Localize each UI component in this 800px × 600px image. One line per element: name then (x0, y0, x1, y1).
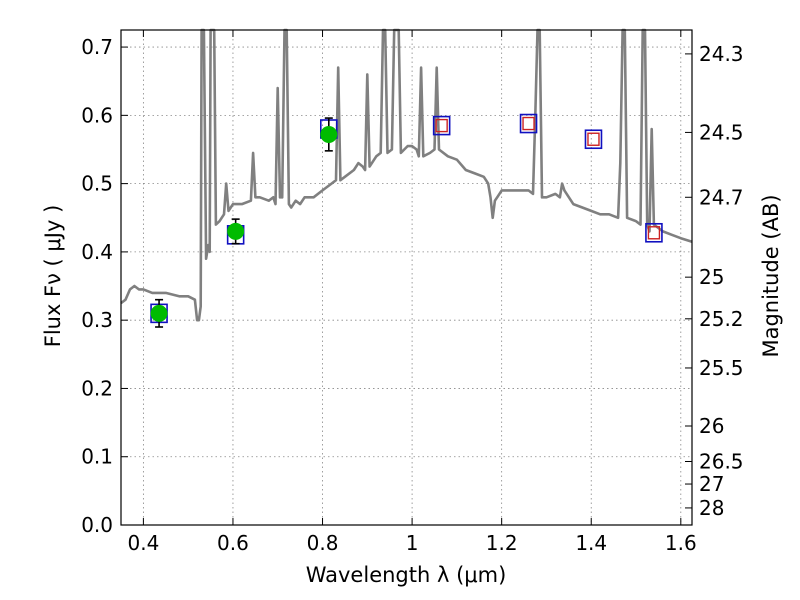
model-photometry-box (519, 113, 538, 134)
model-photometry-box (432, 115, 451, 136)
ticks-layer: 0.4 0.6 0.8 1 1.2 1.4 1.6 0.0 0.1 0.2 0.3 0.4 0.5 0.6… (81, 30, 744, 555)
model-spectrum-line (120, 28, 693, 322)
y-tick-label: 0.7 (81, 35, 113, 59)
y-tick-label: 0.1 (81, 445, 113, 469)
y2-tick-label: 25.2 (699, 307, 744, 331)
observed-flux-point (150, 304, 168, 322)
grid (121, 30, 692, 526)
points-layer (150, 113, 663, 328)
y-axis-title: Flux Fν ( μJy ) (41, 205, 65, 348)
y-tick-label: 0.4 (81, 240, 113, 264)
upper-limit-marker (647, 226, 661, 240)
spectrum-layer (120, 28, 693, 322)
upper-limit-marker (587, 132, 600, 146)
y2-tick-label: 24.7 (699, 185, 744, 209)
observed-flux-point (227, 222, 245, 240)
x-tick-label: 1.6 (665, 531, 697, 555)
upper-limit-marker (435, 118, 448, 133)
x-tick-label: 0.4 (127, 531, 159, 555)
model-photometry-box (584, 129, 603, 150)
y-tick-label: 0.6 (81, 103, 113, 127)
plot-frame (120, 29, 693, 526)
x-axis-title: Wavelength λ (μm) (306, 563, 507, 587)
y2-tick-label: 26.5 (699, 450, 744, 474)
x-tick-label: 1 (406, 531, 419, 555)
x-tick-label: 0.6 (217, 531, 249, 555)
upper-limit-marker (522, 116, 535, 131)
y2-tick-label: 25 (699, 265, 724, 289)
y2-tick-label: 24.5 (699, 120, 744, 144)
y-tick-label: 0.5 (81, 172, 113, 196)
y2-tick-label: 28 (699, 496, 724, 520)
y-tick-label: 0.0 (81, 513, 113, 537)
y2-tick-label: 25.5 (699, 356, 744, 380)
y-tick-label: 0.3 (81, 308, 113, 332)
y2-tick-label: 24.3 (699, 42, 744, 66)
y2-axis-title: Magnitude (AB) (759, 194, 783, 357)
x-tick-label: 1.2 (486, 531, 518, 555)
y-tick-label: 0.2 (81, 376, 113, 400)
observed-flux-point (320, 125, 338, 143)
y2-tick-label: 26 (699, 414, 724, 438)
x-tick-label: 1.4 (575, 531, 607, 555)
x-tick-label: 0.8 (307, 531, 339, 555)
y2-tick-label: 27 (699, 472, 724, 496)
model-photometry-box (645, 222, 663, 243)
